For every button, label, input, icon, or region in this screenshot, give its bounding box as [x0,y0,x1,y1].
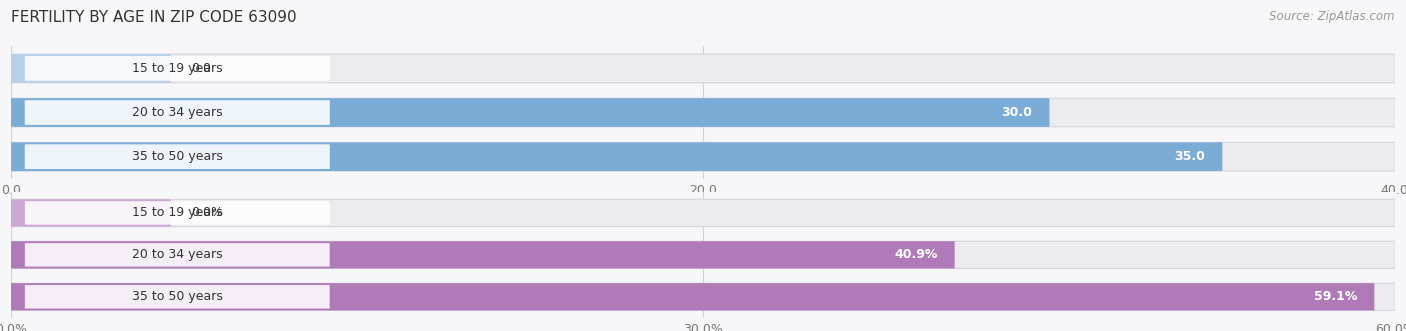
Text: FERTILITY BY AGE IN ZIP CODE 63090: FERTILITY BY AGE IN ZIP CODE 63090 [11,10,297,25]
FancyBboxPatch shape [25,285,329,308]
Text: 15 to 19 years: 15 to 19 years [132,207,222,219]
Text: 59.1%: 59.1% [1315,290,1357,303]
FancyBboxPatch shape [11,54,172,83]
Text: 35 to 50 years: 35 to 50 years [132,290,222,303]
FancyBboxPatch shape [25,100,330,125]
FancyBboxPatch shape [11,241,955,268]
FancyBboxPatch shape [11,241,1395,268]
FancyBboxPatch shape [25,144,330,169]
FancyBboxPatch shape [25,243,329,266]
Text: 20 to 34 years: 20 to 34 years [132,106,222,119]
FancyBboxPatch shape [11,142,1222,171]
Text: Source: ZipAtlas.com: Source: ZipAtlas.com [1270,10,1395,23]
FancyBboxPatch shape [25,201,329,225]
FancyBboxPatch shape [11,54,1395,83]
Text: 0.0: 0.0 [191,62,211,75]
Text: 40.9%: 40.9% [894,248,938,261]
Text: 35.0: 35.0 [1174,150,1205,163]
Text: 15 to 19 years: 15 to 19 years [132,62,222,75]
FancyBboxPatch shape [11,98,1395,127]
FancyBboxPatch shape [11,283,1374,310]
FancyBboxPatch shape [25,56,330,81]
Text: 35 to 50 years: 35 to 50 years [132,150,222,163]
FancyBboxPatch shape [11,199,1395,226]
FancyBboxPatch shape [11,98,1049,127]
FancyBboxPatch shape [11,199,170,226]
Text: 20 to 34 years: 20 to 34 years [132,248,222,261]
Text: 30.0: 30.0 [1001,106,1032,119]
FancyBboxPatch shape [11,142,1395,171]
Text: 0.0%: 0.0% [191,207,224,219]
FancyBboxPatch shape [11,283,1395,310]
